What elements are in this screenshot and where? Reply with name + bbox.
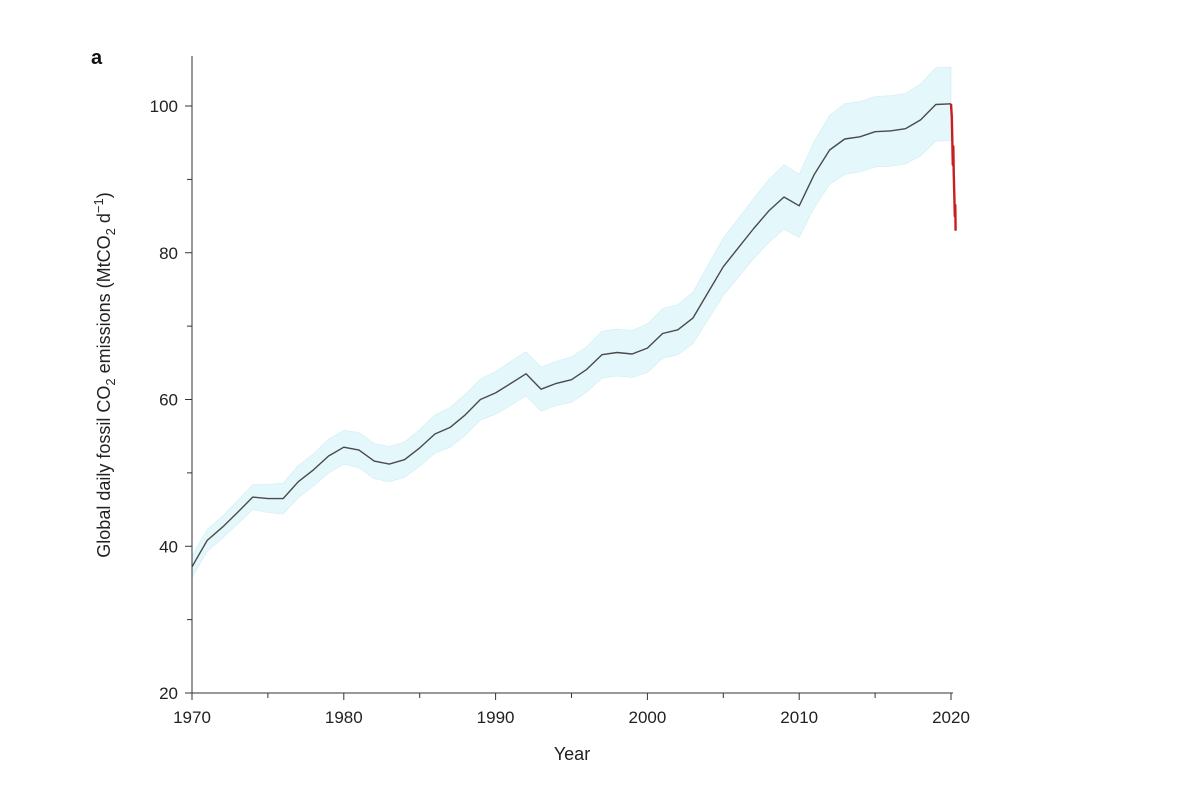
y-tick-label: 80	[159, 244, 178, 263]
series-layer	[191, 103, 957, 568]
uncertainty-band-layer	[191, 66, 952, 579]
x-tick-label: 2000	[628, 708, 666, 727]
y-tick-label: 60	[159, 391, 178, 410]
uncertainty-band	[191, 66, 952, 579]
emissions-series-line	[191, 103, 952, 568]
y-axis-title: Global daily fossil CO2 emissions (MtCO2…	[91, 192, 118, 557]
x-tick-label: 1970	[173, 708, 211, 727]
y-tick-label: 20	[159, 684, 178, 703]
x-tick-label: 2010	[780, 708, 818, 727]
x-tick-label: 1990	[477, 708, 515, 727]
y-tick-label: 40	[159, 537, 178, 556]
x-axis-title: Year	[554, 744, 590, 764]
x-tick-label: 2020	[932, 708, 970, 727]
y-tick-label: 100	[150, 97, 178, 116]
x-tick-label: 1980	[325, 708, 363, 727]
covid-drop-line	[949, 103, 957, 231]
panel-label: a	[91, 47, 103, 69]
